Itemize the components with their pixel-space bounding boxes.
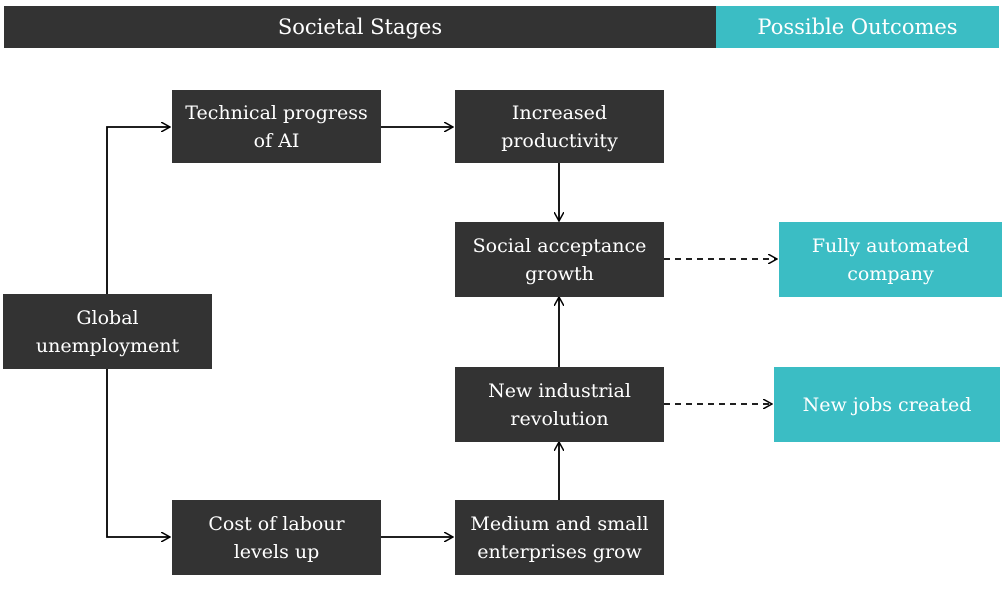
arrow-unemployment-to-labour-cost [106,369,170,537]
node-new-industrial-revolution: New industrial revolution [455,367,664,442]
node-technical-progress: Technical progress of AI [172,90,381,163]
outcome-new-jobs-created: New jobs created [774,367,1000,442]
societal-stages-header: Societal Stages [4,6,716,48]
outcome-fully-automated-company: Fully automated company [779,222,1002,297]
node-social-acceptance: Social acceptance growth [455,222,664,297]
arrow-unemployment-to-tech-progress [106,127,170,294]
node-increased-productivity: Increased productivity [455,90,664,163]
node-cost-of-labour: Cost of labour levels up [172,500,381,575]
possible-outcomes-header: Possible Outcomes [716,6,999,48]
node-medium-small-enterprises: Medium and small enterprises grow [455,500,664,575]
node-global-unemployment: Global unemployment [3,294,212,369]
